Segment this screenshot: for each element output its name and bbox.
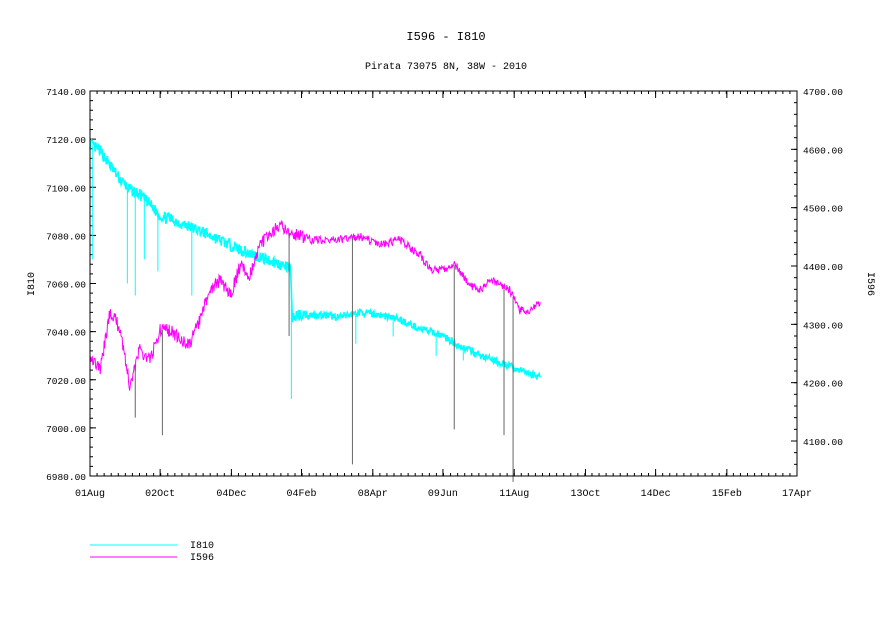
series-line-i596 <box>89 219 541 391</box>
y-left-label: I810 <box>27 272 38 296</box>
y-left-tick-label: 7120.00 <box>46 135 86 146</box>
x-tick-label: 17Apr <box>782 489 812 500</box>
x-tick-label: 02Oct <box>145 489 175 500</box>
x-tick-label: 15Feb <box>712 488 742 500</box>
y-right-tick-label: 4200.00 <box>803 379 843 390</box>
series-line-i810 <box>89 138 541 380</box>
chart-subtitle: Pirata 73075 8N, 38W - 2010 <box>365 61 527 73</box>
legend: I810 I596 <box>90 541 214 564</box>
x-tick-label: 01Aug <box>75 489 105 500</box>
plot-frame <box>89 90 798 477</box>
chart-title: I596 - I810 <box>406 30 485 44</box>
y-right-tick-label: 4400.00 <box>803 262 843 273</box>
x-tick-label: 13Oct <box>570 489 600 500</box>
legend-label-i810: I810 <box>190 541 214 552</box>
y-right-tick-label: 4100.00 <box>803 437 843 448</box>
y-right-tick-label: 4600.00 <box>803 145 843 156</box>
y-left-tick-label: 7000.00 <box>46 424 86 435</box>
y-left-tick-label: 7080.00 <box>46 231 86 242</box>
y-right-tick-label: 4500.00 <box>803 204 843 215</box>
y-left-tick-label: 7060.00 <box>46 280 86 291</box>
x-tick-label: 11Aug <box>499 489 529 500</box>
x-tick-label: 08Apr <box>358 489 388 500</box>
y-right-tick-label: 4700.00 <box>803 87 843 98</box>
y-left-tick-label: 7100.00 <box>46 183 86 194</box>
legend-label-i596: I596 <box>190 553 214 564</box>
x-tick-label: 04Feb <box>287 488 317 500</box>
y-left-tick-label: 7140.00 <box>46 87 86 98</box>
y-left-tick-label: 7040.00 <box>46 328 86 339</box>
y-left-tick-label: 6980.00 <box>46 472 86 483</box>
y-left-tick-label: 7020.00 <box>46 376 86 387</box>
y-right-label: I596 <box>864 272 875 296</box>
y-right-tick-label: 4300.00 <box>803 320 843 331</box>
x-tick-label: 14Dec <box>641 489 671 500</box>
x-tick-label: 09Jun <box>428 489 458 500</box>
x-tick-label: 04Dec <box>216 489 246 500</box>
